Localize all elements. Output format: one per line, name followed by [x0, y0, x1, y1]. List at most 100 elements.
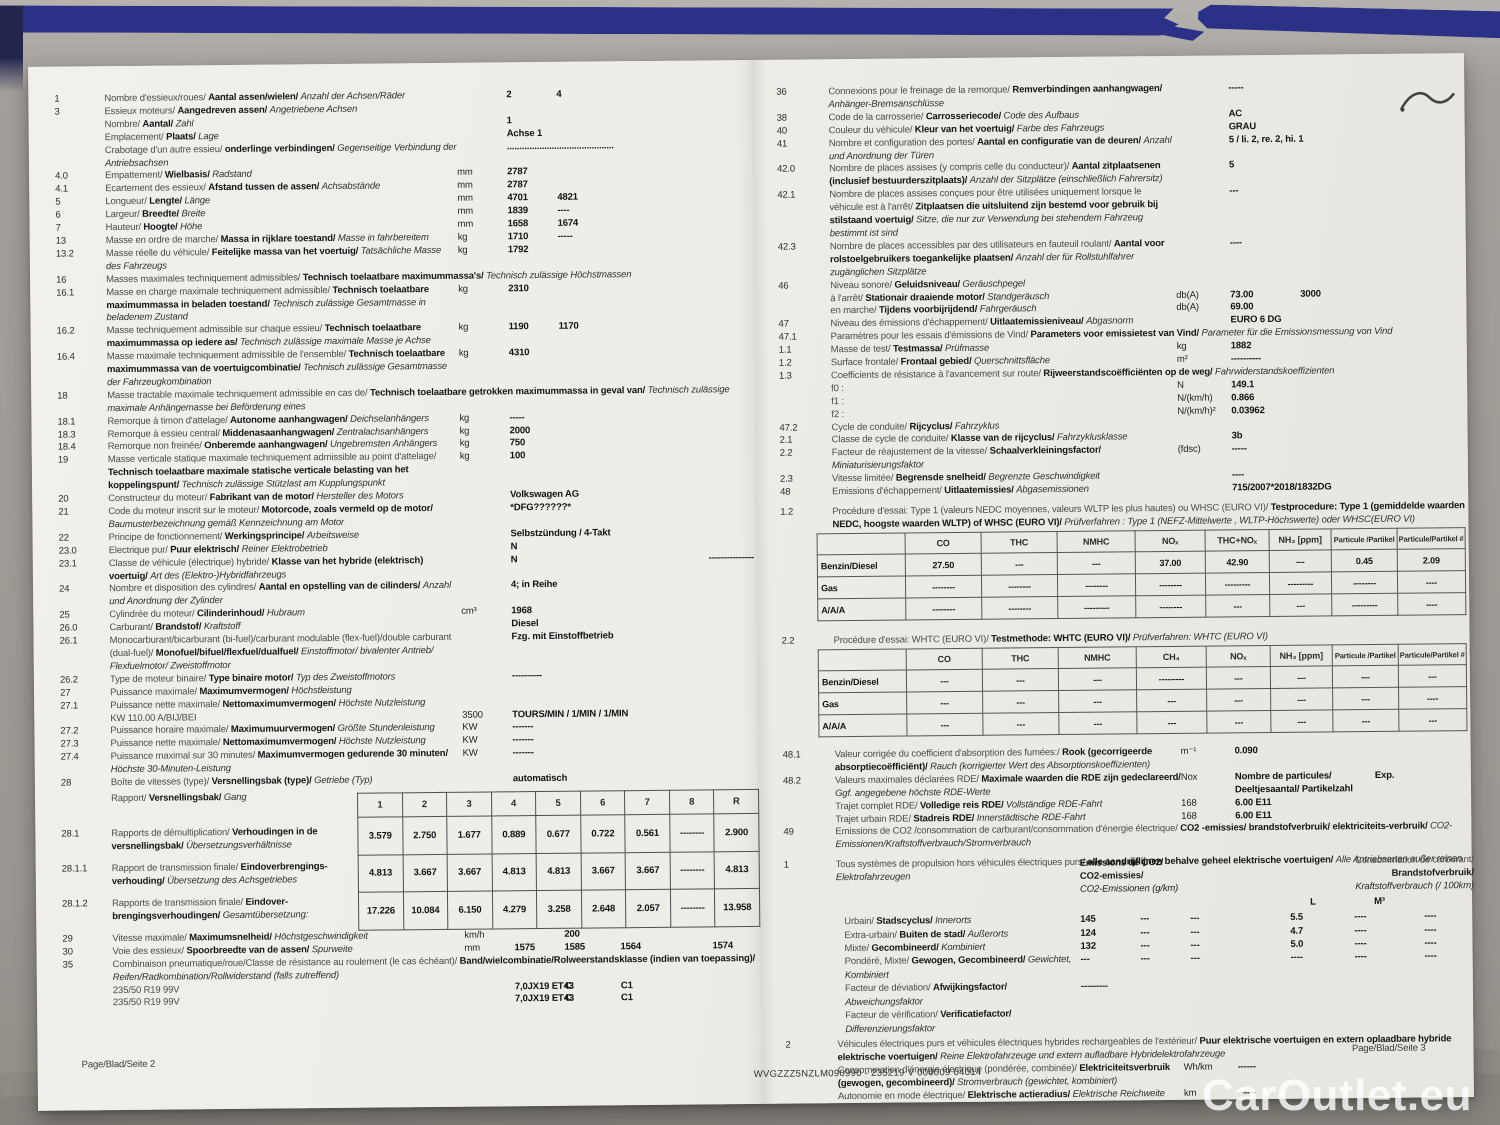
row-value-2 — [1301, 391, 1371, 392]
em-row-label: A/A/A — [817, 597, 906, 621]
row-unit — [1178, 431, 1232, 432]
unit-liters: L — [1310, 896, 1316, 908]
row-unit: N/(km/h)² — [1177, 405, 1216, 417]
row-value-2 — [560, 437, 616, 438]
row-value-1: N — [510, 540, 518, 552]
label-french: Puissance maximale/ — [109, 685, 200, 698]
label-french: Electrique pur/ — [108, 544, 171, 556]
row-value-2 — [1299, 120, 1369, 121]
row-value-1: 2310 — [508, 282, 529, 294]
em-value: --- — [1206, 688, 1271, 712]
row-value-1: 100 — [509, 450, 526, 462]
label-french: f0 : — [831, 382, 844, 395]
label-dutch: Aangedreven assen/ — [177, 104, 270, 117]
row-number: 47.1 — [778, 331, 797, 343]
row-number: 46 — [778, 280, 789, 292]
row-value-1: 1658 — [507, 218, 529, 230]
table-row: 28.1 Rapports de démultiplication/ Verho… — [61, 826, 357, 864]
row-value-1: 0.866 — [1231, 391, 1255, 404]
row-unit: 168 — [1181, 810, 1197, 822]
label-french: Couleur du véhicule/ — [828, 124, 915, 136]
em-value: --- — [1057, 551, 1136, 575]
row-value-1: *DFG??????* — [510, 501, 571, 514]
label-dutch: Stationair draaiende motor/ — [865, 291, 988, 304]
label-french: Remorque non freinée/ — [107, 440, 205, 453]
em-value: --------- — [1136, 667, 1207, 690]
row-unit — [1178, 482, 1232, 483]
em-col: NH₃ [ppm] — [1270, 644, 1333, 667]
label-german: Deichselanhängers — [350, 412, 429, 425]
label-dutch: Afwijkingsfactor/ — [932, 981, 1008, 994]
row-value-2: 4 — [556, 88, 562, 100]
label-german: Höchste 30-Minuten-Leistung — [110, 763, 231, 776]
gear-value: -------- — [670, 889, 716, 928]
fuel-value: ---- — [1354, 911, 1367, 923]
label-german: Kraftstoff — [203, 621, 241, 633]
row-value-2 — [559, 424, 615, 425]
table-row: 19 Masse verticale statique maximale tec… — [58, 448, 758, 493]
row-unit: kg — [459, 425, 470, 437]
label-german: Hersteller des Motors — [316, 490, 404, 503]
label-german: Fahrwiderstandskoeffizienten — [1214, 365, 1335, 378]
row-number: 2.1 — [779, 435, 793, 447]
co2-value: 145 — [1080, 913, 1096, 926]
row-unit: db(A) — [1176, 302, 1199, 314]
gear-ratio-labels: Rapport/ Versnellingsbak/ Gang 28.1 Rapp… — [61, 791, 358, 934]
em-value: --- — [1332, 687, 1399, 710]
row-number: 13 — [55, 235, 67, 247]
label-dutch: Volledige reis RDE/ — [919, 799, 1007, 811]
label-french: Nombre et configuration des portes/ — [828, 136, 978, 149]
label-german: Abgasnorm — [1086, 315, 1134, 328]
row-value-3: 1564 — [620, 940, 642, 953]
row-value-3 — [112, 891, 358, 893]
row-value-2: ---- — [557, 204, 570, 216]
row-value-3 — [1372, 467, 1462, 468]
row-label: Code du moteur inscrit sur le moteur/ Mo… — [108, 503, 460, 532]
label-french: Urbain/ — [844, 916, 877, 928]
label-german: Anzahl der Achsen/Räder — [300, 90, 406, 103]
row-number — [779, 814, 835, 815]
row-number: 21 — [58, 506, 69, 518]
row-value-1: ---------- — [1230, 353, 1262, 365]
row-value-1: 1839 — [507, 205, 529, 217]
row-value-2 — [557, 127, 613, 128]
label-french: Valeur corrigée du coefficient d'absorpt… — [834, 746, 1063, 761]
row-number: 22 — [58, 532, 69, 544]
fuel-value: 5.5 — [1290, 911, 1304, 924]
label-french: Voie des essieux/ — [112, 945, 187, 957]
row-value-1: automatisch — [512, 772, 568, 785]
label-dutch: Maximumsnelheid/ — [189, 931, 275, 944]
row-label: Valeur corrigée du coefficient d'absorpt… — [835, 746, 1181, 775]
row-value-3 — [613, 178, 705, 179]
label-french: Nombre de places assises (y compris cell… — [828, 161, 1072, 175]
row-unit: mm — [457, 179, 473, 192]
label-dutch: Motorcode, zoals vermeld op de motor/ — [261, 503, 433, 516]
label-french: 235/50 R19 99V — [112, 996, 180, 1009]
label-french: Remorque à timon d'attelage/ — [107, 414, 231, 427]
row-unit: mm — [464, 942, 481, 954]
blue-tape-torn-piece — [1198, 4, 1500, 38]
row-number: 42.3 — [777, 241, 796, 253]
row-value-2 — [1302, 429, 1372, 430]
row-value-1: 1968 — [511, 605, 532, 617]
row-number: 20 — [58, 493, 69, 505]
page-number-right: Page/Blad/Seite 3 — [1351, 1042, 1426, 1055]
em-value: 27.50 — [905, 553, 982, 576]
row-value-3 — [617, 578, 709, 579]
gear-col: 5 — [535, 791, 581, 816]
row-value-2 — [562, 669, 618, 670]
row-value-1 — [1230, 275, 1300, 276]
row-value-1: ........................................… — [506, 139, 614, 152]
gear-col: 8 — [669, 789, 715, 815]
label-german: Radstand — [212, 169, 252, 181]
label-german: Parameter für die Emissionsmessung von V… — [1201, 326, 1393, 339]
label-french: Masses maximales techniquement admissibl… — [106, 271, 303, 285]
label-dutch: Spoorbreedte van de assen/ — [186, 944, 312, 957]
fuel-value — [1355, 977, 1425, 1004]
label-german: Typ des Zweistoffmotors — [295, 671, 396, 684]
row-value-1 — [111, 809, 357, 811]
label-french: Type de moteur binaire/ — [109, 672, 209, 685]
label-german: Ungebremsten Anhängers — [329, 438, 438, 451]
row-value-3 — [614, 242, 706, 243]
row-value-2: 4821 — [557, 191, 578, 204]
